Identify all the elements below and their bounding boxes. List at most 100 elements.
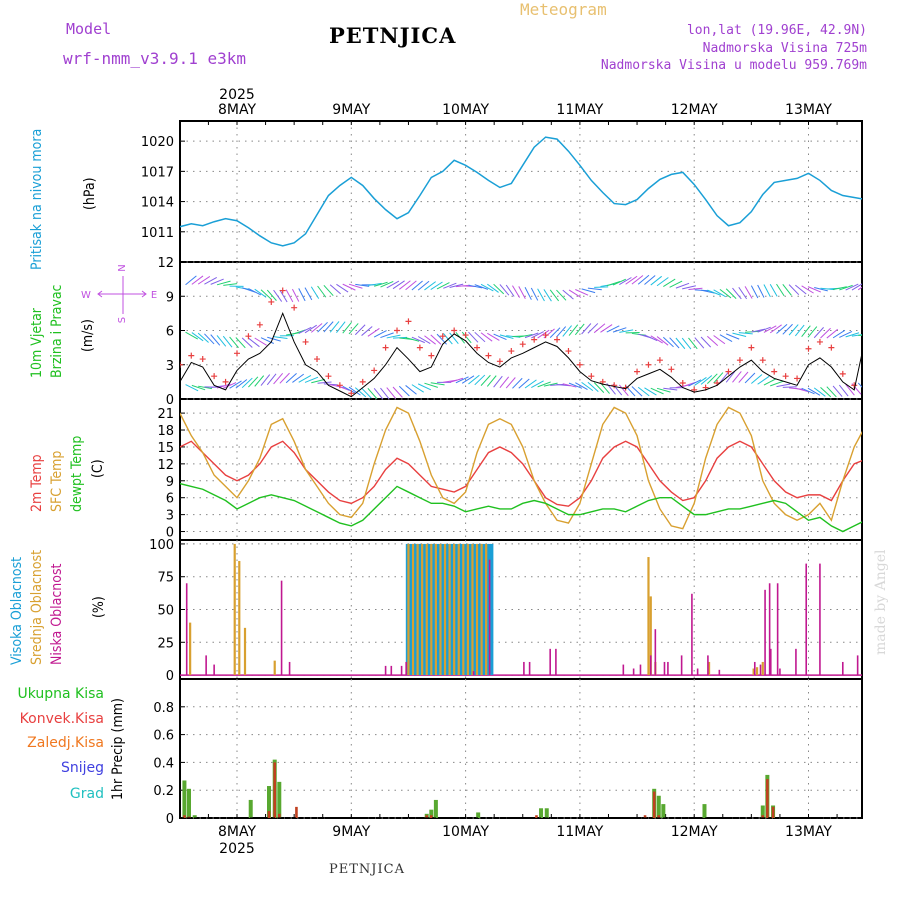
cloud-bar-high <box>465 543 469 676</box>
wind-arrow <box>518 286 526 299</box>
cloud-bar-mid <box>647 557 650 676</box>
wind-arrow <box>216 335 227 347</box>
x-day-label-bottom: 8MAY <box>218 824 256 840</box>
wind-arrow <box>317 321 328 333</box>
wind-arrow <box>223 283 238 286</box>
wind-arrow <box>700 375 713 385</box>
cloud-bar-high <box>444 543 448 676</box>
panel-frame <box>179 678 863 819</box>
wind-arrow <box>757 284 765 298</box>
wind-arrow <box>373 330 387 338</box>
wind-arrow <box>323 321 334 333</box>
wind-arrow <box>813 327 824 339</box>
altitude-text: Nadmorska Visina 725m <box>702 41 867 56</box>
wind-arrow <box>606 281 621 287</box>
wind-arrow <box>600 382 610 394</box>
wind-gust-marker <box>371 367 378 374</box>
wind-arrow <box>769 324 782 334</box>
wind-arrow <box>530 287 539 301</box>
cloud-bar-high <box>474 543 478 676</box>
wind-gust-marker <box>565 348 572 355</box>
cloud-bar-high <box>462 543 466 676</box>
x-day-label-bottom: 12MAY <box>671 824 718 840</box>
cloud-bar-high <box>428 543 432 676</box>
wind-arrow <box>631 386 643 397</box>
wind-arrow <box>801 285 814 294</box>
wind-gust-marker <box>725 368 732 375</box>
wind-arrow <box>493 375 503 388</box>
wind-arrow <box>826 328 839 339</box>
wind-arrow <box>763 284 771 298</box>
compass-west: W <box>81 290 91 301</box>
wind-arrow <box>405 280 417 291</box>
wind-arrow <box>537 381 551 388</box>
cloud-bar-low <box>472 671 475 676</box>
cloud-bar-low <box>707 655 709 676</box>
precip-legend-hail: Grad <box>69 786 104 802</box>
x-day-label-bottom: 9MAY <box>332 824 370 840</box>
compass-east: E <box>151 290 157 301</box>
wind-gust-marker <box>588 373 595 380</box>
wind-arrow <box>738 286 748 300</box>
wind-arrow <box>738 371 749 383</box>
wind-arrow <box>505 284 515 297</box>
wind-arrow <box>706 373 718 385</box>
cloud-bar-high <box>490 543 494 676</box>
wind-arrow <box>373 387 384 399</box>
wind-arrow <box>795 387 810 393</box>
wind-arrow <box>782 386 797 388</box>
wind-arrow <box>732 371 742 383</box>
wind-arrow <box>801 325 811 337</box>
precip-bar-conv <box>277 813 281 818</box>
wind-gust-marker <box>439 333 446 340</box>
wind-arrow <box>512 377 523 389</box>
wind-gust-marker <box>519 341 526 348</box>
wind-arrow <box>505 377 516 389</box>
cloud-bar-high <box>430 543 434 676</box>
wind-arrow <box>619 277 632 285</box>
wind-arrow <box>223 382 237 389</box>
wind-gust-marker <box>748 344 755 351</box>
wind-arrow <box>832 286 847 291</box>
precip-legend-total: Ukupna Kisa <box>17 686 104 702</box>
wind-arrow <box>662 336 674 348</box>
wind-gust-marker <box>851 382 858 389</box>
wind-arrow <box>380 332 394 339</box>
cloud-bar-mid <box>471 543 474 676</box>
wind-arrow <box>587 323 599 334</box>
cloud-bar-low <box>718 669 721 676</box>
wind-gust-marker <box>188 352 195 359</box>
y-tick-label: 0.2 <box>153 784 174 799</box>
y-tick-label: 6 <box>166 325 174 340</box>
wind-arrow <box>650 335 663 344</box>
wind-arrow <box>285 373 297 384</box>
wind-arrow <box>254 288 267 298</box>
wind-gust-marker <box>771 368 778 375</box>
wind-arrow <box>405 385 417 395</box>
wind-arrow <box>738 332 753 335</box>
cloud-bar-low <box>555 648 557 676</box>
wind-arrow <box>763 378 777 386</box>
wind-arrow <box>210 334 221 346</box>
wind-arrow <box>185 275 197 286</box>
wind-arrow <box>367 282 382 287</box>
wind-arrow <box>430 334 442 345</box>
wind-arrow <box>191 332 204 342</box>
wind-arrow <box>562 289 574 300</box>
wind-arrow <box>763 325 777 333</box>
wind-arrow <box>637 386 650 397</box>
wind-arrow <box>857 286 862 291</box>
wind-arrow <box>329 321 340 333</box>
wind-arrow <box>336 385 350 391</box>
wind-arrow <box>832 385 843 397</box>
wind-arrow <box>443 282 457 289</box>
wind-gust-marker <box>382 344 389 351</box>
wind-arrow <box>267 336 281 342</box>
wind-gust-marker <box>222 378 229 385</box>
wind-arrow <box>675 282 690 289</box>
wind-arrow <box>411 280 423 291</box>
precip-bar-total <box>539 808 544 818</box>
wind-gust-marker <box>199 356 206 363</box>
wind-gust-marker <box>794 375 801 382</box>
y-tick-label: 0 <box>166 669 174 684</box>
